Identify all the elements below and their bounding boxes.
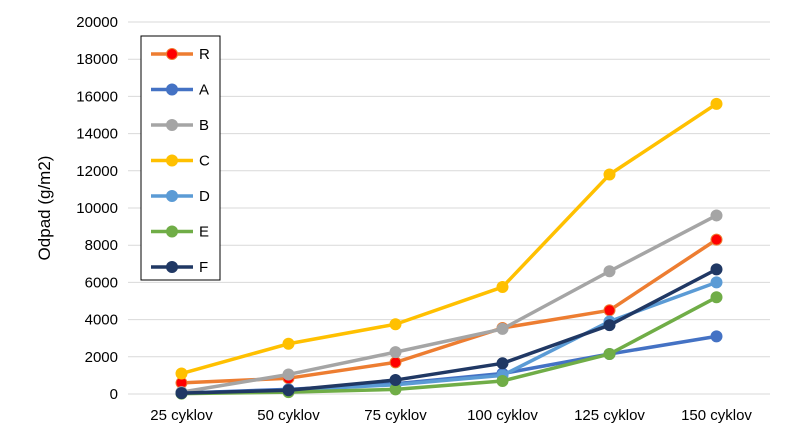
data-point [603, 304, 616, 317]
data-point [282, 384, 295, 397]
series-line [181, 102, 718, 376]
y-tick-label: 6000 [85, 274, 118, 291]
data-point [603, 319, 616, 332]
legend-label: R [199, 46, 210, 63]
legend-box [140, 35, 221, 281]
y-tick-label: 8000 [85, 237, 118, 254]
legend-marker [166, 119, 178, 131]
legend: R A B C D E F [140, 35, 221, 281]
series-line [181, 280, 718, 395]
series-C [175, 97, 723, 380]
data-point [710, 97, 723, 110]
legend-label: C [199, 153, 210, 170]
data-point [710, 233, 723, 246]
series-line [181, 213, 718, 394]
legend-marker [166, 48, 178, 60]
data-point [282, 337, 295, 350]
legend-item-F: F [151, 259, 208, 276]
y-tick-label: 10000 [76, 200, 118, 217]
data-point [389, 318, 402, 331]
y-tick-label: 12000 [76, 163, 118, 180]
data-point [710, 330, 723, 343]
legend-marker [166, 190, 178, 202]
data-point [282, 368, 295, 381]
legend-item-E: E [151, 224, 209, 241]
legend-marker [166, 83, 178, 96]
gridlines [128, 21, 770, 358]
legend-item-B: B [151, 117, 209, 134]
legend-label: A [199, 82, 209, 99]
data-point [496, 374, 509, 387]
x-tick-label: 125 cyklov [574, 407, 645, 424]
y-tick-label: 20000 [76, 14, 118, 31]
data-point [496, 281, 509, 294]
legend-marker [166, 225, 178, 238]
legend-label: E [199, 224, 209, 241]
legend-label: D [199, 188, 210, 205]
y-tick-label: 2000 [85, 349, 118, 366]
y-tick-label: 4000 [85, 312, 118, 329]
data-point [496, 357, 509, 370]
data-point [389, 346, 402, 359]
legend-label: B [199, 117, 209, 134]
data-point [710, 276, 723, 289]
legend-marker [166, 154, 178, 167]
series [175, 97, 723, 400]
legend-item-C: C [151, 153, 210, 170]
y-tick-label: 14000 [76, 126, 118, 143]
y-tick-label: 0 [110, 386, 118, 403]
data-point [389, 356, 402, 369]
legend-item-A: A [151, 82, 209, 99]
x-tick-label: 150 cyklov [681, 407, 752, 424]
series-B [175, 209, 723, 399]
data-point [603, 168, 616, 181]
y-tick-label: 16000 [76, 88, 118, 105]
y-axis-title: Odpad (g/m2) [35, 156, 54, 261]
x-tick-label: 50 cyklov [257, 407, 320, 424]
data-point [710, 291, 723, 304]
y-tick-label: 18000 [76, 51, 118, 68]
data-point [389, 374, 402, 387]
y-axis-tick-labels: 0 2000 4000 6000 8000 10000 12000 14000 16000 180… [76, 14, 118, 403]
x-tick-label: 75 cyklov [364, 407, 427, 424]
legend-item-D: D [151, 188, 210, 205]
data-point [710, 209, 723, 222]
series-line [181, 267, 718, 395]
x-axis-tick-labels: 25 cyklov 50 cyklov 75 cyklov 100 cyklov 125… [150, 407, 752, 424]
legend-item-R: R [151, 46, 210, 63]
data-point [603, 348, 616, 361]
data-point [710, 263, 723, 276]
x-tick-label: 100 cyklov [467, 407, 538, 424]
data-point [603, 265, 616, 278]
series-F [175, 263, 723, 400]
data-point [175, 387, 188, 400]
data-point [175, 367, 188, 380]
legend-label: F [199, 259, 208, 276]
data-point [496, 322, 509, 335]
x-tick-label: 25 cyklov [150, 407, 213, 424]
legend-marker [166, 261, 178, 273]
